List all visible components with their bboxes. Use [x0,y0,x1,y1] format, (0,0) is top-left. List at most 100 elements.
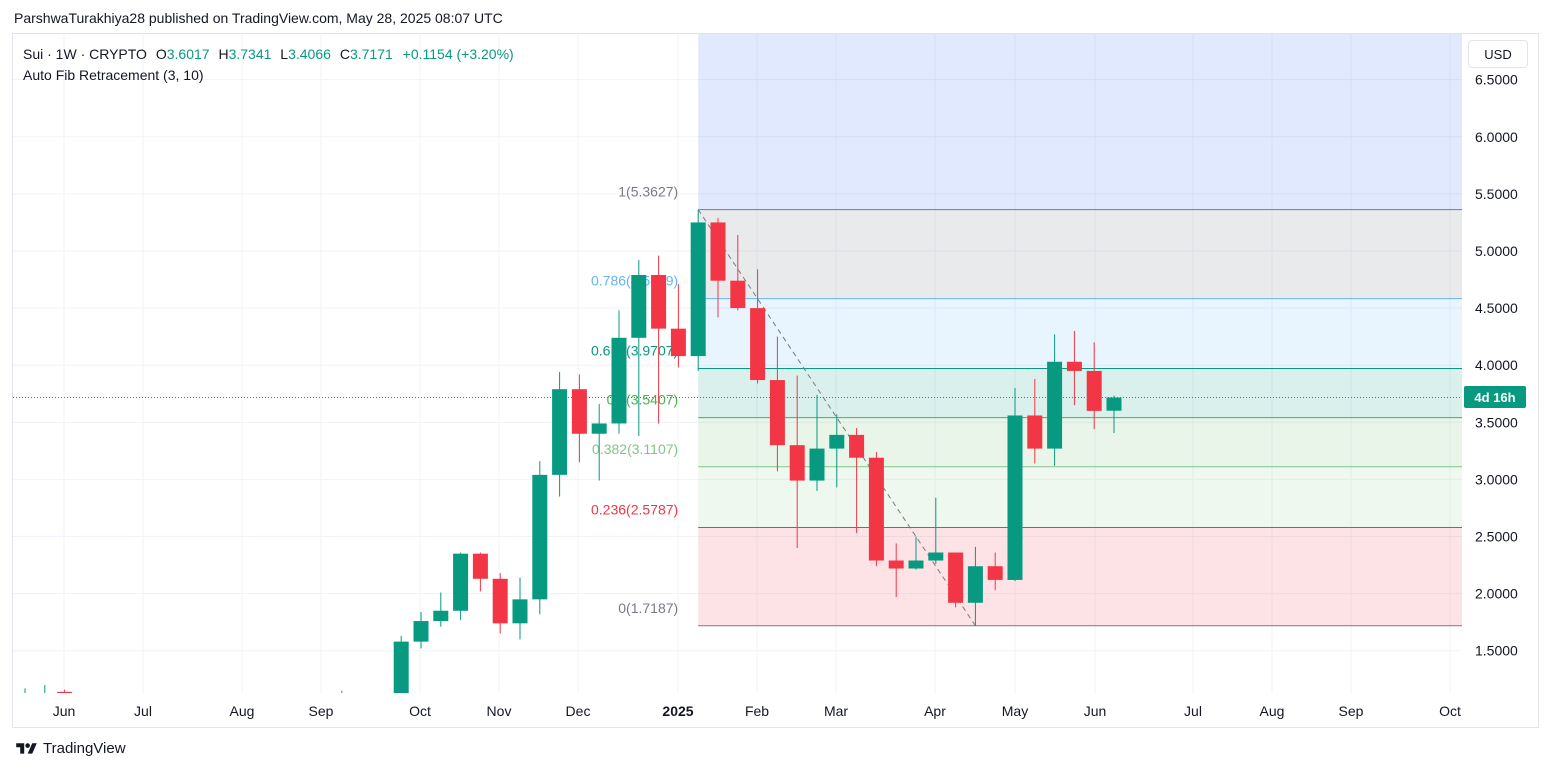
fib-level-label: 0(1.7187) [618,600,678,616]
candle-body [868,457,884,561]
candle-body [97,701,112,704]
candle [908,536,924,570]
candle-body [453,553,469,611]
candle-body [512,599,528,624]
candle-body [492,578,508,624]
indicator-name[interactable]: Auto Fib Retracement (3, 10) [23,67,204,83]
fib-level-label: 0.382(3.1107) [592,441,678,457]
x-tick-label: 2025 [662,703,693,719]
x-tick-label: Jun [1084,703,1107,719]
candle-body [849,434,865,458]
candle-body [1047,361,1063,449]
candle-body [354,699,369,704]
candle-body [571,389,587,434]
tradingview-logo-icon [16,742,37,754]
publisher-line: ParshwaTurakhiya28 published on TradingV… [14,10,503,26]
candle [710,217,726,318]
candle-body [809,448,825,481]
candle [374,693,389,708]
candle [789,375,805,548]
tradingview-brand[interactable]: TradingView [14,740,126,757]
candle [1007,388,1023,582]
candle-body [1086,370,1102,411]
currency-button[interactable]: USD [1468,40,1528,68]
candle [354,694,369,708]
candle-body [888,560,904,569]
legend: Sui · 1W · CRYPTO O3.6017 H3.7341 L3.406… [23,44,514,86]
candle [670,284,686,368]
candle [1047,334,1063,466]
brand-name: TradingView [43,740,126,757]
candle [492,573,508,634]
candle-body [295,706,310,711]
grid [13,34,1462,693]
candle-body [433,610,449,622]
candle [809,394,825,491]
candle-body [196,712,211,713]
x-tick-label: Jul [1184,703,1202,719]
candle-body [77,698,92,701]
x-tick-label: May [1002,703,1028,719]
candle [611,310,627,434]
chart-frame[interactable] [12,33,1539,728]
fib-zone [698,466,1462,528]
y-tick-label: 5.5000 [1475,186,1518,202]
candle [37,685,52,699]
change-value: +0.1154 (+3.20%) [402,46,514,62]
y-tick-label: 3.5000 [1475,414,1518,430]
fib-zone-above [698,34,1462,210]
candle [1086,342,1102,430]
candle-body [255,702,270,716]
symbol-name[interactable]: Sui · 1W · CRYPTO [23,46,147,62]
candle [413,611,429,649]
y-tick-label: 6.5000 [1475,72,1518,88]
candle [176,704,191,715]
candle-body [1027,415,1043,449]
candle [868,452,884,567]
candle-body [156,709,171,711]
candle [829,414,845,488]
fib-level-label: 0.618(3.9707) [591,343,678,359]
candle-body [789,445,805,481]
candle-body [374,695,389,703]
x-tick-label: Nov [487,703,512,719]
x-tick-label: Jul [134,703,152,719]
candle [690,209,706,371]
x-tick-label: Sep [309,703,334,719]
candle [453,552,469,620]
candle [512,577,528,640]
candle [156,703,171,714]
candle-body [631,274,647,338]
fib-zone [698,417,1462,467]
fib-zone [698,527,1462,626]
y-tick-label: 2.0000 [1475,586,1518,602]
candle-body [769,380,785,446]
candle [117,699,132,710]
candle-body [472,553,488,579]
x-tick-label: Apr [924,703,946,719]
candle-body [37,694,52,699]
y-tick-label: 5.0000 [1475,243,1518,259]
fib-zone [698,209,1462,299]
candle [631,260,647,437]
candle-body [532,474,548,600]
candle [295,701,310,714]
candle [57,689,73,693]
low-value: 3.4066 [288,46,331,62]
candle-body [1007,415,1023,580]
y-tick-label: 6.0000 [1475,129,1518,145]
open-value: 3.6017 [166,46,210,62]
candle-body [908,560,924,569]
candle [255,694,270,718]
candle-body [651,274,667,329]
candle [987,552,1003,591]
candle [77,693,92,704]
close-label: C [339,46,350,62]
x-tick-label: Dec [566,703,591,719]
candle [24,688,26,693]
fib-level-label: 0.236(2.5787) [591,502,678,518]
candle-body [710,222,726,281]
x-tick-label: Aug [1260,703,1285,719]
candle [341,690,343,693]
